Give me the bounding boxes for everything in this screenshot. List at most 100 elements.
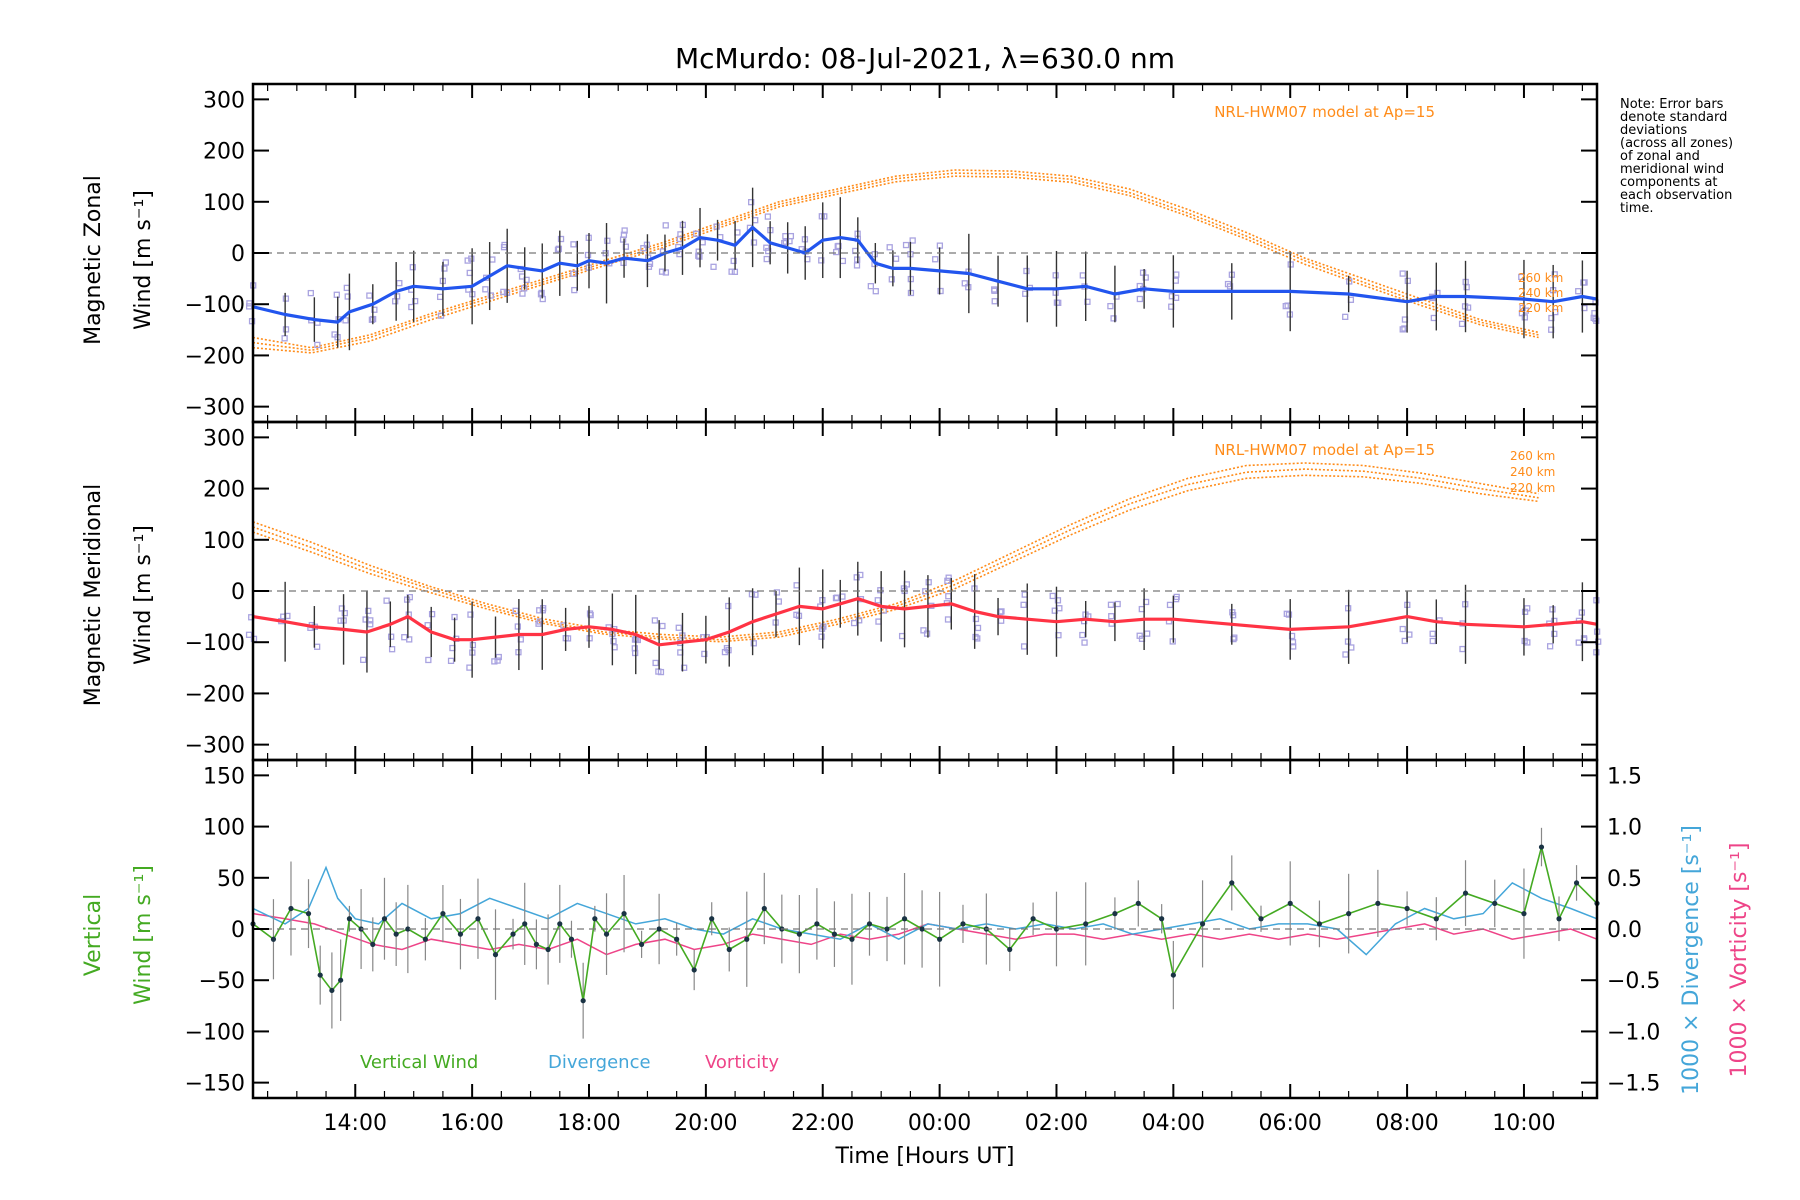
right-tick-label: −0.5: [1607, 969, 1660, 994]
zone-sample-marker: [387, 633, 395, 640]
zone-sample-marker: [748, 199, 755, 206]
zone-sample-marker: [1142, 274, 1149, 281]
vertical-wind-point: [270, 936, 277, 942]
vertical-wind-point: [1521, 911, 1527, 917]
vertical-wind-point: [317, 972, 323, 978]
divergence-line: [252, 865, 1598, 956]
zone-sample-marker: [1399, 270, 1406, 277]
y-tick-label: 0: [231, 242, 245, 267]
zone-sample-marker: [245, 631, 253, 638]
y-tick-label: 150: [203, 764, 245, 789]
zone-sample-marker: [1575, 288, 1582, 295]
vertical-wind-point: [1030, 916, 1036, 922]
zone-sample-marker: [392, 298, 399, 305]
zone-sample-marker: [662, 222, 669, 229]
zone-sample-marker: [1224, 280, 1232, 288]
zone-sample-marker: [932, 256, 939, 263]
zone-sample-marker: [584, 251, 592, 259]
vertical-wind-point: [580, 998, 586, 1004]
zone-sample-marker: [610, 637, 617, 645]
vertical-wind-point: [1083, 921, 1089, 927]
vertical-wind-point: [744, 936, 750, 942]
vertical-wind-point: [510, 931, 516, 937]
zone-sample-marker: [1108, 613, 1115, 620]
note-line: components at: [1620, 175, 1718, 190]
zone-sample-marker: [695, 248, 702, 255]
vertical-wind-point: [1112, 911, 1118, 917]
mean-wind-line: [252, 597, 1598, 647]
zone-sample-marker: [961, 280, 968, 287]
vertical-wind-point: [1159, 916, 1165, 922]
zone-sample-marker: [675, 624, 682, 631]
zone-sample-marker: [619, 236, 627, 243]
zone-sample-marker: [991, 287, 998, 294]
note-line: meridional wind: [1620, 162, 1724, 177]
zone-sample-marker: [680, 664, 688, 671]
y-tick-label: −100: [185, 1020, 245, 1045]
zonal-alt-220: 220 km: [1518, 301, 1563, 315]
vertical-wind-point: [709, 916, 715, 922]
vertical-wind-point: [1375, 900, 1381, 906]
model-curve-260km: [252, 169, 1539, 349]
y-tick-label: 50: [217, 867, 245, 892]
vertical-ylabel-1: Vertical: [81, 894, 106, 976]
note-line: (across all zones): [1620, 136, 1733, 151]
zone-sample-marker: [441, 265, 448, 272]
zone-sample-marker: [586, 610, 594, 617]
zone-sample-marker: [872, 288, 879, 295]
zone-sample-marker: [1580, 279, 1587, 286]
vertical-wind-point: [761, 905, 767, 912]
zone-sample-marker: [514, 623, 521, 630]
zone-sample-marker: [972, 615, 980, 623]
vertical-wind-point: [522, 921, 528, 927]
vertical-wind-point: [691, 967, 697, 973]
mean-wind-line: [252, 225, 1598, 324]
vertical-wind-point: [1199, 921, 1206, 927]
zone-sample-marker: [867, 283, 874, 290]
meridional-alt-220: 220 km: [1510, 481, 1555, 495]
model-curve-240km: [252, 468, 1539, 641]
zone-sample-marker: [944, 616, 952, 623]
zone-sample-marker: [1524, 605, 1531, 612]
zone-sample-marker: [342, 317, 349, 324]
zone-sample-marker: [652, 659, 659, 667]
vertical-wind-point: [440, 911, 446, 917]
zone-sample-marker: [763, 255, 770, 263]
zone-sample-marker: [850, 619, 858, 627]
zonal-alt-240: 240 km: [1518, 286, 1563, 300]
zone-sample-marker: [1342, 313, 1349, 320]
vertical-wind-point: [1258, 916, 1264, 922]
x-axis-label: Time [Hours UT]: [835, 1144, 1015, 1169]
zone-sample-marker: [818, 213, 825, 220]
zone-sample-marker: [411, 297, 419, 305]
zone-sample-marker: [1054, 597, 1062, 604]
zone-sample-marker: [469, 641, 477, 649]
note-line: time.: [1620, 201, 1654, 216]
meridional-panel: 300 200 100 0 −100 −200 −300: [185, 420, 1602, 762]
zone-sample-marker: [333, 291, 340, 298]
zone-sample-marker: [662, 269, 670, 276]
zone-sample-marker: [1399, 625, 1406, 633]
zonal-model-label: NRL-HWM07 model at Ap=15: [1214, 103, 1435, 121]
zonal-alt-260: 260 km: [1518, 271, 1563, 285]
zone-sample-marker: [554, 246, 562, 253]
zone-sample-marker: [972, 633, 979, 641]
zone-sample-marker: [1166, 601, 1174, 609]
zone-sample-marker: [495, 653, 502, 661]
zone-sample-marker: [1229, 612, 1237, 619]
vertical-wind-point: [557, 921, 563, 927]
zone-sample-marker: [833, 594, 841, 601]
vertical-wind-point: [370, 941, 376, 947]
zone-sample-marker: [1052, 272, 1059, 279]
vertical-wind-point: [568, 936, 575, 942]
x-tick-label: 20:00: [674, 1111, 737, 1136]
vertical-wind-point: [1492, 900, 1498, 906]
vertical-wind-point: [621, 911, 627, 917]
zone-sample-marker: [1107, 302, 1114, 310]
zone-sample-marker: [1136, 632, 1143, 639]
zone-sample-marker: [367, 617, 374, 624]
vertical-wind-point: [422, 936, 428, 942]
x-tick-label: 00:00: [908, 1111, 971, 1136]
zone-sample-marker: [1458, 320, 1466, 328]
zone-sample-marker: [557, 235, 565, 243]
